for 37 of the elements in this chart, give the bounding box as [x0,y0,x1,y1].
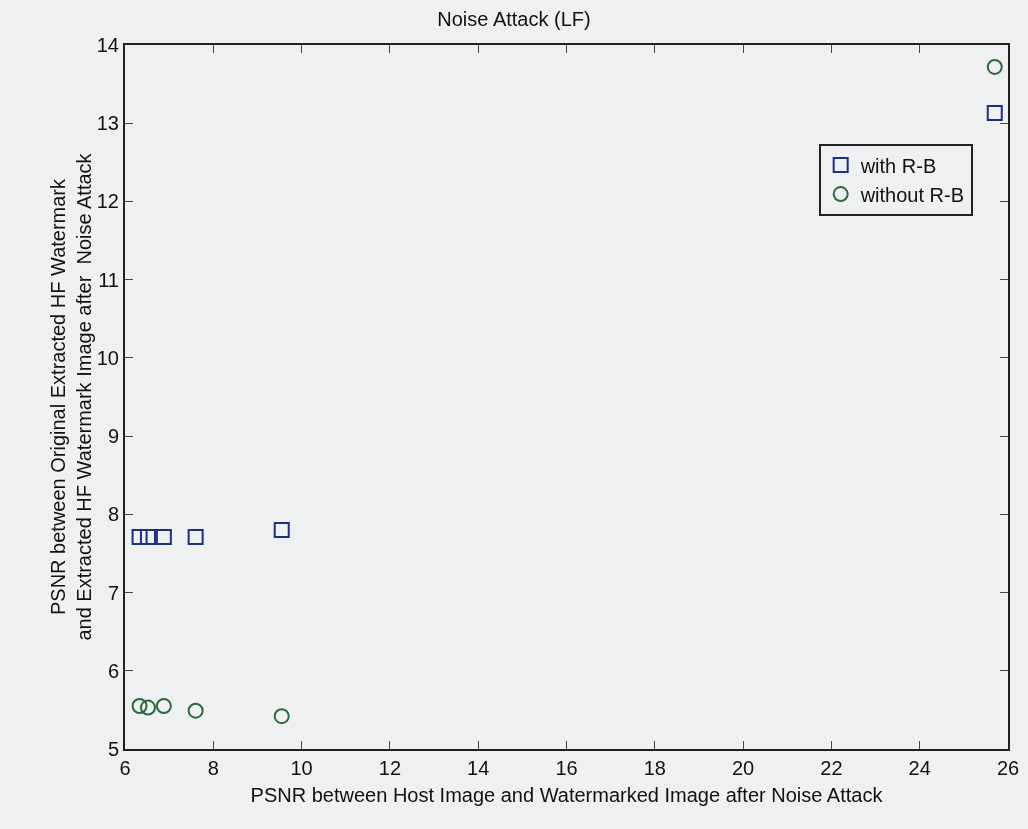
y-tick-label: 12 [96,190,119,213]
x-tick-label: 10 [290,757,313,779]
y-tick-label: 7 [107,581,119,604]
y-tick-label: 6 [107,659,119,682]
x-tick-label: 20 [731,757,755,779]
x-axis-title: PSNR between Host Image and Watermarked Image after Noise Attack [250,784,884,806]
point [273,708,290,725]
x-tick-label: 12 [378,757,402,779]
legend-label: without R-B [859,183,965,206]
point [155,697,172,714]
chart-title: Noise Attack (LF) [437,8,591,31]
y-tick-label: 14 [96,34,119,56]
x-tick-label: 18 [643,757,666,779]
point [139,529,156,546]
x-tick-label: 22 [820,757,843,779]
point [139,699,156,716]
y-tick-label: 9 [107,425,119,448]
x-tick-label: 26 [996,757,1020,779]
legend-label: with R-B [859,154,937,177]
x-tick-label: 14 [467,757,490,779]
point [187,529,204,546]
point [986,58,1003,75]
y-axis-title: PSNR between Original Extracted HF Watermark and Extracted HF Watermark Image after Noise Attack [46,152,95,641]
point [187,702,204,719]
point [155,529,172,546]
y-tick-label: 10 [96,346,119,369]
y-tick-label: 13 [96,112,119,135]
point [131,529,148,546]
x-tick-label: 16 [555,757,578,779]
y-tick-label: 8 [107,503,119,526]
point [131,697,148,714]
point [986,105,1003,122]
x-tick-label: 24 [908,757,931,779]
point [273,521,290,538]
x-tick-label: 8 [207,757,219,779]
y-tick-label: 11 [98,268,119,291]
y-tick-label: 5 [107,738,119,760]
